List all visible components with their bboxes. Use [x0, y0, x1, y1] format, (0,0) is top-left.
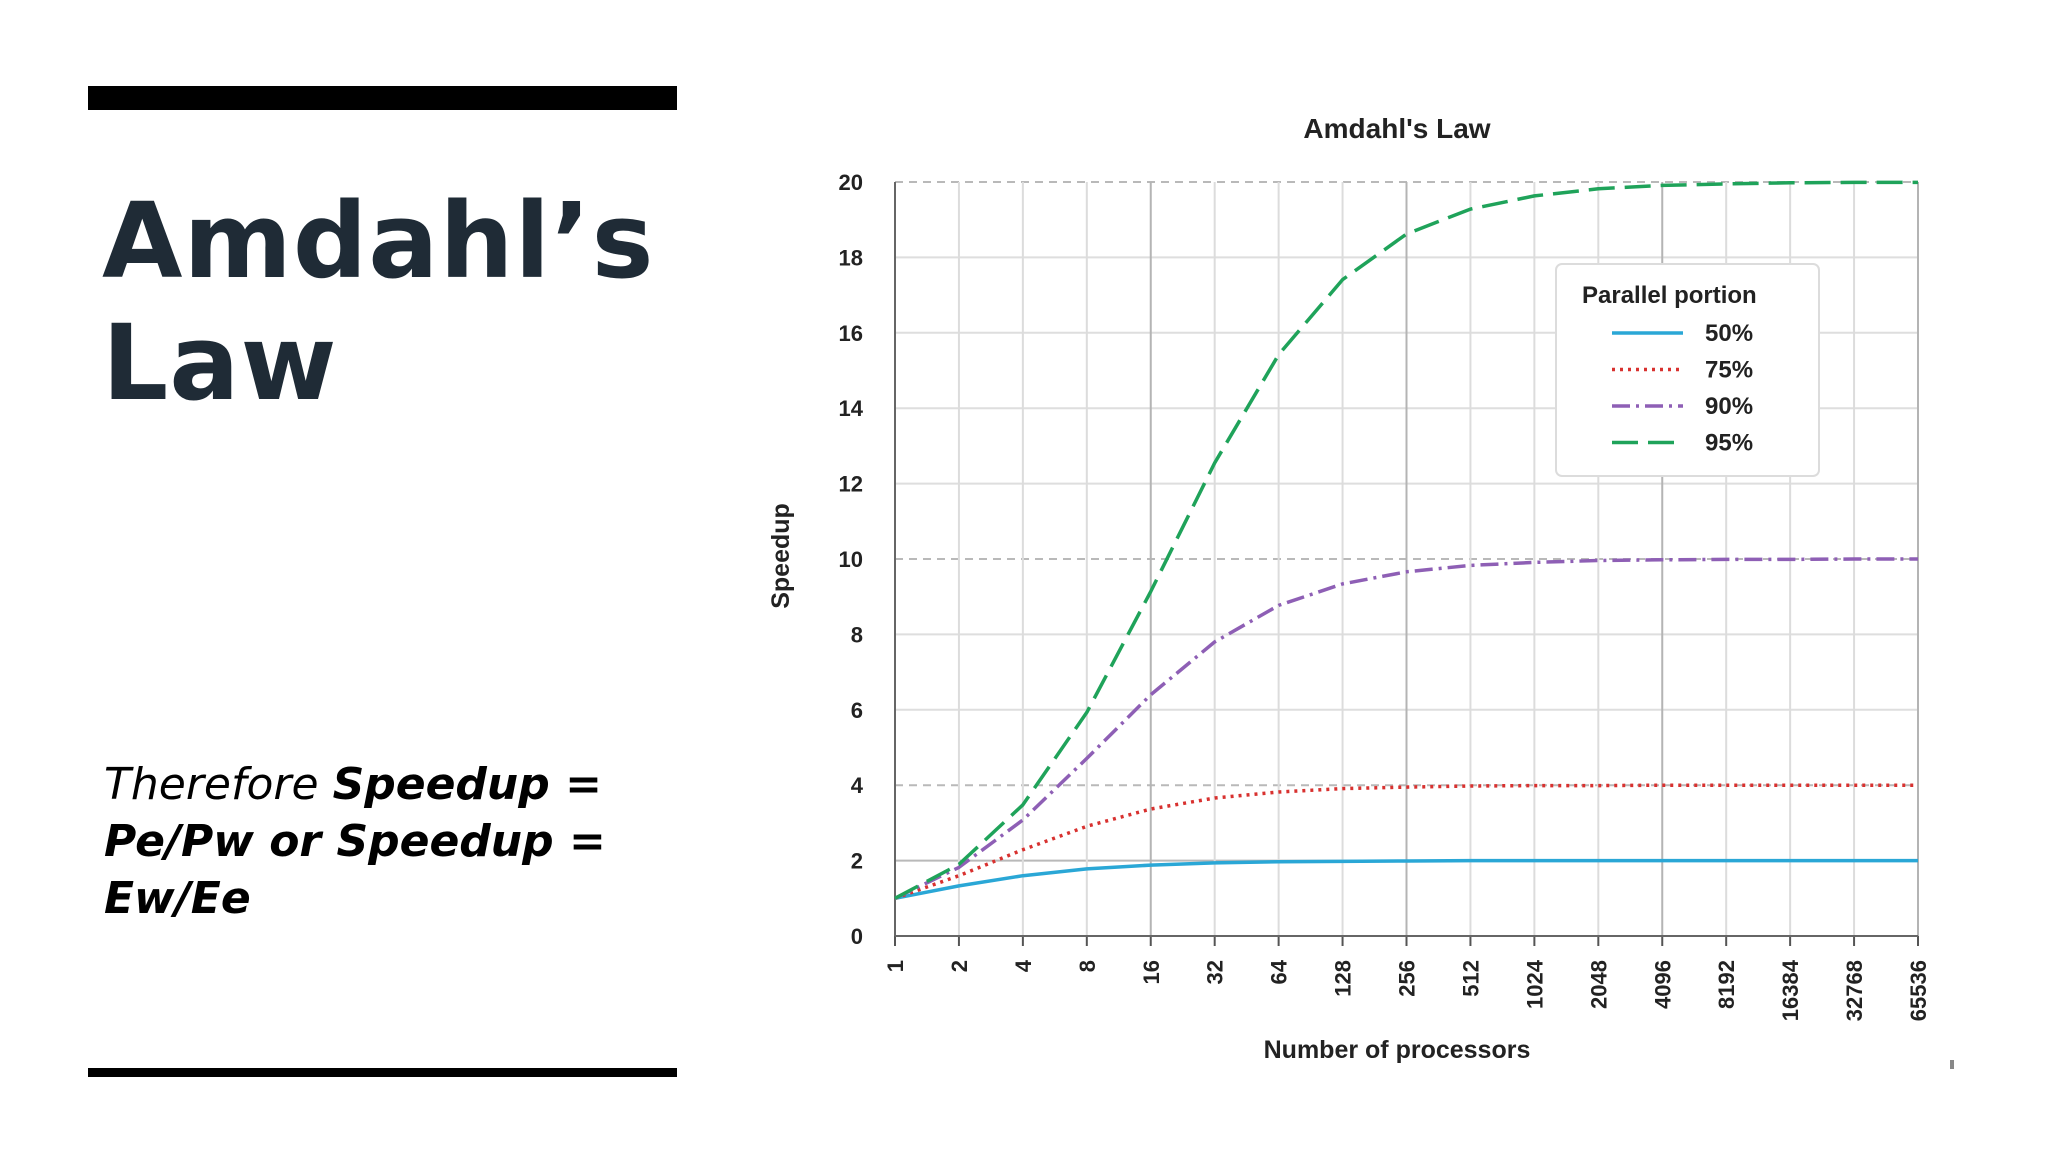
legend-entry-label: 90%	[1705, 393, 1753, 420]
x-tick-label: 2048	[1586, 960, 1611, 1009]
formula-expression: Speedup = Pe/Pw or Speedup = Ew/Ee	[104, 759, 606, 924]
x-tick-label: 64	[1267, 959, 1292, 984]
y-tick-label: 12	[839, 472, 863, 497]
x-tick-label: 32768	[1842, 960, 1867, 1021]
y-tick-label: 16	[839, 321, 863, 346]
chart-series	[894, 180, 1919, 901]
slide-title: Amdahl’s Law	[102, 180, 662, 424]
top-rule	[88, 86, 677, 110]
x-tick-label: 4096	[1650, 960, 1675, 1009]
y-tick-label: 6	[851, 698, 863, 723]
x-tick-label: 16	[1139, 960, 1164, 984]
legend-entry-label: 50%	[1705, 320, 1753, 347]
x-tick-label: 8	[1075, 960, 1100, 972]
x-tick-label: 2	[947, 960, 972, 972]
formula-prefix: Therefore	[104, 759, 333, 810]
x-tick-label: 16384	[1778, 959, 1803, 1021]
x-tick-label: 4	[1011, 959, 1036, 972]
slide-title-line2: Law	[102, 302, 338, 424]
x-axis-label: Number of processors	[1264, 1036, 1531, 1064]
chart-title: Amdahl's Law	[1303, 113, 1490, 144]
x-tick-label: 1	[883, 960, 908, 972]
x-tick-label: 65536	[1906, 960, 1931, 1021]
series-line-95pct	[894, 180, 1918, 900]
x-tick-label: 512	[1458, 960, 1483, 997]
slide-title-line1: Amdahl’s	[102, 180, 655, 302]
chart-legend: Parallel portion 50% 75% 90% 95%	[1555, 263, 1820, 477]
y-axis-label: Speedup	[767, 503, 795, 609]
bottom-rule	[88, 1068, 677, 1077]
x-tick-label: 32	[1203, 960, 1228, 984]
x-tick-label: 256	[1395, 960, 1420, 997]
x-tick-label: 1024	[1522, 959, 1547, 1009]
corner-mark	[1950, 1060, 1954, 1069]
legend-entry-label: 95%	[1705, 430, 1753, 457]
y-tick-label: 4	[851, 773, 864, 798]
y-tick-label: 10	[839, 547, 863, 572]
y-tick-label: 20	[839, 170, 863, 195]
y-tick-label: 0	[851, 924, 863, 949]
y-tick-label: 8	[851, 622, 863, 647]
y-tick-label: 14	[839, 396, 864, 421]
y-tick-label: 18	[839, 245, 863, 270]
x-tick-label: 128	[1331, 960, 1356, 997]
formula-text: Therefore Speedup = Pe/Pw or Speedup = E…	[104, 756, 624, 927]
x-tick-label: 8192	[1714, 960, 1739, 1009]
legend-box	[1555, 263, 1820, 477]
y-tick-label: 2	[851, 849, 863, 874]
legend-entry-label: 75%	[1705, 357, 1753, 384]
legend-title: Parallel portion	[1582, 282, 1757, 309]
